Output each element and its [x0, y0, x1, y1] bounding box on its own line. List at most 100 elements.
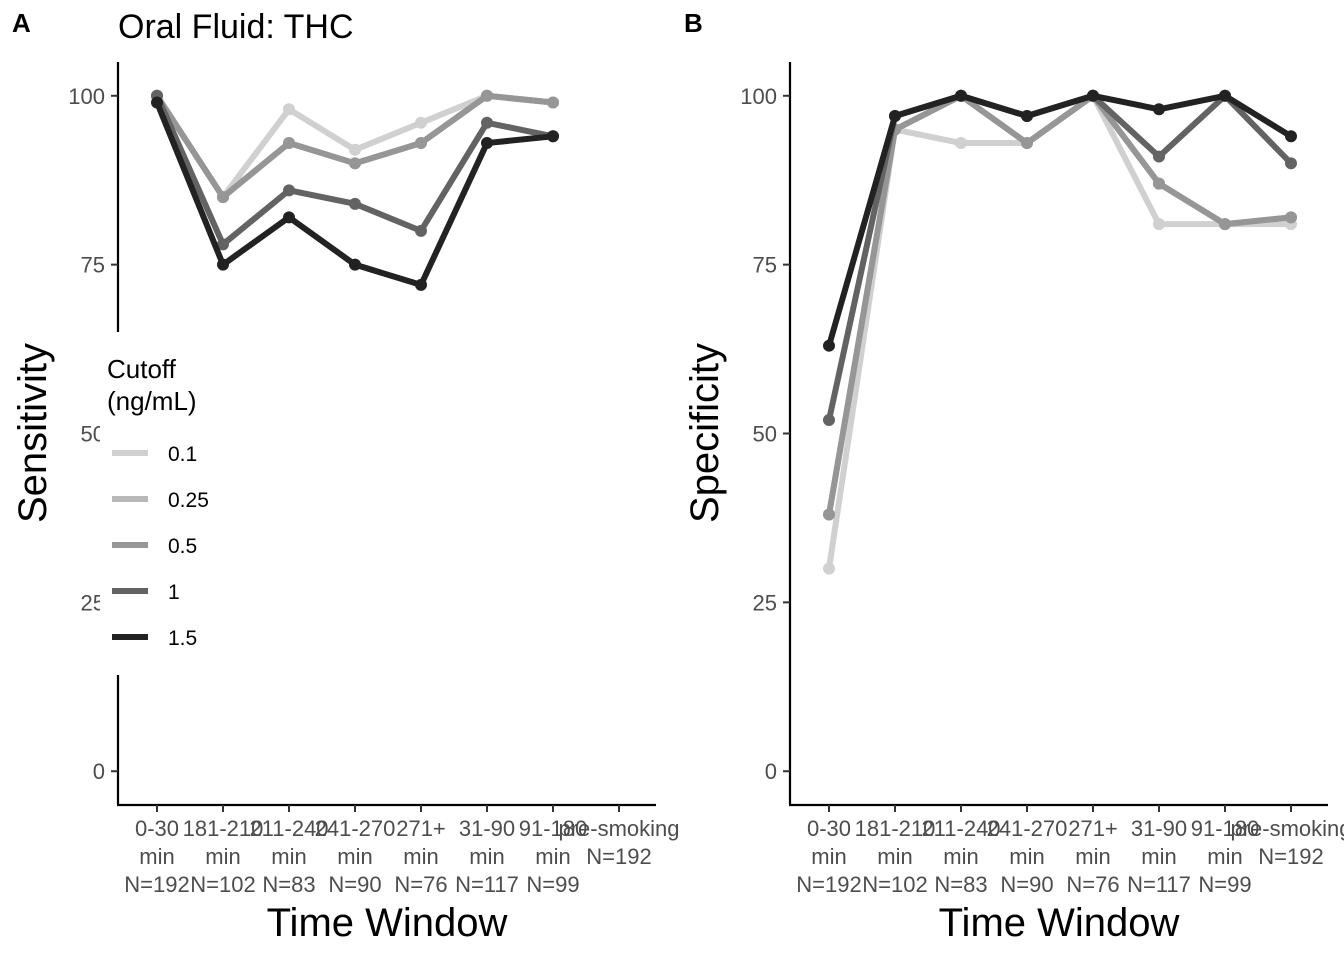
series-line: [826, 92, 1294, 518]
x-tick-label: 181-210: [855, 816, 936, 841]
data-point: [481, 89, 493, 102]
x-tick-label: min: [1207, 844, 1242, 869]
data-point: [823, 562, 835, 575]
x-tick-label: N=99: [526, 872, 579, 897]
data-point: [217, 258, 229, 271]
data-point: [547, 96, 559, 109]
panel-tag: B: [684, 8, 703, 38]
x-tick-label: N=102: [862, 872, 927, 897]
x-tick-label: 271+: [396, 816, 446, 841]
data-point: [1153, 150, 1165, 163]
x-tick-label: min: [1141, 844, 1176, 869]
y-tick-label: 0: [93, 759, 105, 784]
y-tick-label: 25: [753, 590, 777, 615]
data-point: [1219, 89, 1231, 102]
chart-title: Oral Fluid: THC: [118, 8, 354, 46]
data-point: [955, 137, 967, 150]
data-point: [283, 103, 295, 116]
legend-label: 1: [168, 581, 180, 604]
y-tick-label: 100: [68, 84, 105, 109]
legend-title: (ng/mL): [107, 386, 197, 416]
data-point: [1153, 177, 1165, 190]
x-tick-label: 91-180: [1191, 816, 1260, 841]
y-tick-label: 50: [753, 422, 777, 447]
data-point: [217, 191, 229, 204]
x-tick-label: min: [811, 844, 846, 869]
x-tick-label: min: [1009, 844, 1044, 869]
legend-label: 0.1: [168, 443, 197, 466]
data-point: [415, 116, 427, 129]
x-tick-label: 31-90: [1131, 816, 1187, 841]
x-tick-label: 31-90: [459, 816, 515, 841]
series-line: [154, 99, 556, 288]
data-point: [1219, 218, 1231, 231]
data-point: [1153, 218, 1165, 231]
y-tick-label: 100: [740, 84, 777, 109]
x-tick-label: min: [337, 844, 372, 869]
data-point: [415, 224, 427, 237]
x-tick-label: 241-270: [315, 816, 396, 841]
data-point: [955, 89, 967, 102]
x-tick-label: min: [403, 844, 438, 869]
data-point: [415, 137, 427, 150]
data-point: [283, 211, 295, 224]
data-point: [349, 197, 361, 210]
series-0-1: [823, 89, 1297, 575]
series-1-5: [823, 89, 1297, 352]
data-point: [547, 130, 559, 143]
legend-title: Cutoff: [107, 354, 177, 384]
x-tick-label: N=76: [1066, 872, 1119, 897]
series-0-5: [151, 89, 559, 204]
x-tick-label: min: [535, 844, 570, 869]
x-tick-label: N=99: [1198, 872, 1251, 897]
x-tick-label: 91-180: [519, 816, 588, 841]
series-line: [826, 92, 1294, 349]
x-tick-label: N=192: [1258, 844, 1323, 869]
series-line: [154, 92, 556, 248]
y-tick-label: 75: [81, 253, 105, 278]
panel-tag: A: [12, 8, 31, 38]
x-tick-label: min: [943, 844, 978, 869]
data-point: [349, 143, 361, 156]
x-tick-label: min: [877, 844, 912, 869]
legend-label: 0.25: [168, 489, 209, 512]
legend-label: 1.5: [168, 627, 197, 650]
data-point: [349, 157, 361, 170]
panel-a: A Oral Fluid: THC02550751000-30minN=19218…: [11, 8, 680, 945]
data-point: [415, 278, 427, 291]
x-tick-label: N=192: [796, 872, 861, 897]
panel-b: B 0 25 50 75 100 0-30 min N=192 181-210 min N=102 21…: [683, 8, 1344, 945]
x-tick-label: N=83: [262, 872, 315, 897]
y-axis-title: Specificity: [683, 343, 727, 523]
x-tick-label: pre-smoking: [558, 816, 679, 841]
x-tick-label: min: [469, 844, 504, 869]
x-tick-label: N=102: [190, 872, 255, 897]
x-tick-label: 241-270: [987, 816, 1068, 841]
data-point: [823, 413, 835, 426]
x-tick-label: min: [139, 844, 174, 869]
data-point: [1153, 103, 1165, 116]
series-1-5: [151, 96, 559, 291]
x-tick-label: 271+: [1068, 816, 1118, 841]
data-point: [823, 508, 835, 521]
y-tick-label: 0: [765, 759, 777, 784]
x-axis-title: Time Window: [939, 901, 1180, 945]
data-point: [1285, 211, 1297, 224]
data-point: [283, 137, 295, 150]
data-point: [217, 238, 229, 251]
x-axis-title: Time Window: [267, 901, 508, 945]
data-point: [151, 96, 163, 109]
x-tick-label: N=90: [1000, 872, 1053, 897]
y-tick-label: 75: [753, 253, 777, 278]
x-tick-label: N=90: [328, 872, 381, 897]
data-point: [481, 116, 493, 129]
x-tick-label: 0-30: [135, 816, 179, 841]
x-tick-label: 181-210: [183, 816, 264, 841]
data-point: [1021, 110, 1033, 123]
x-tick-label: min: [271, 844, 306, 869]
series-line: [826, 92, 1294, 423]
data-point: [1285, 130, 1297, 143]
x-tick-label: N=117: [455, 872, 519, 897]
series-line: [826, 92, 1294, 572]
x-tick-label: N=117: [1127, 872, 1191, 897]
